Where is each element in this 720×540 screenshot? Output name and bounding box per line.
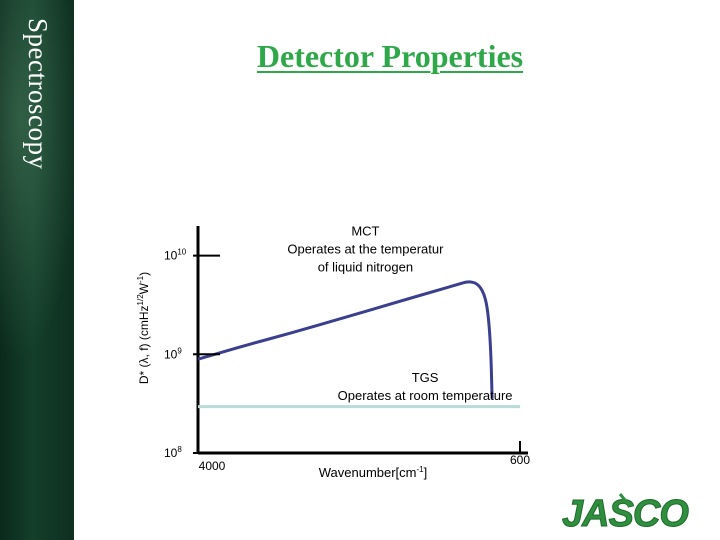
sidebar-glow: [0, 0, 74, 540]
annotation-layer: MCT Operates at the temperatur of liquid n…: [287, 224, 512, 403]
ticks-layer: 1010 109 108 4000 600: [164, 248, 530, 473]
x-axis-title: Wavenumber[cm-1]: [319, 465, 428, 480]
y-axis-title-sup1: 1/2: [136, 294, 145, 306]
sidebar: Spectroscopy: [0, 0, 74, 540]
svg-text:D* (λ, f) (cmHz1/2W-1): D* (λ, f) (cmHz1/2W-1): [136, 272, 151, 384]
y-axis-title-main: D* (λ, f) (cmHz: [137, 305, 151, 384]
y-axis-title-mid: W: [137, 282, 151, 294]
series-mct-line: [197, 280, 494, 399]
x-axis-title-main: Wavenumber[cm: [319, 465, 417, 480]
y-axis-title-sup2: -1: [136, 275, 145, 283]
x-axis-title-close: ]: [424, 465, 428, 480]
y-axis-title-close: ): [137, 272, 151, 276]
page-title: Detector Properties: [256, 38, 524, 74]
series-layer: [197, 280, 520, 409]
y-tick-label-10: 1010: [164, 248, 187, 263]
x-axis-title-sup: -1: [417, 465, 425, 474]
annotation-1-line-1: Operates at room temperature: [338, 388, 513, 403]
y-tick-label-8: 108: [164, 445, 182, 460]
x-tick-label-4000: 4000: [199, 459, 226, 473]
annotation-0-line-2: of liquid nitrogen: [318, 260, 413, 275]
jasco-logo-mark: JASCO: [562, 493, 690, 536]
annotation-0-line-1: Operates at the temperatur: [287, 242, 444, 257]
annotation-1-line-0: TGS: [412, 370, 439, 385]
jasco-logo: JASCO: [560, 490, 718, 539]
chart-axes: [196, 226, 528, 455]
annotation-0-line-0: MCT: [351, 224, 379, 239]
y-tick-label-9: 109: [164, 346, 182, 361]
y-axis-title: D* (λ, f) (cmHz1/2W-1): [136, 272, 151, 384]
x-tick-label-600: 600: [510, 453, 530, 467]
sidebar-title: Spectroscopy: [23, 18, 53, 170]
